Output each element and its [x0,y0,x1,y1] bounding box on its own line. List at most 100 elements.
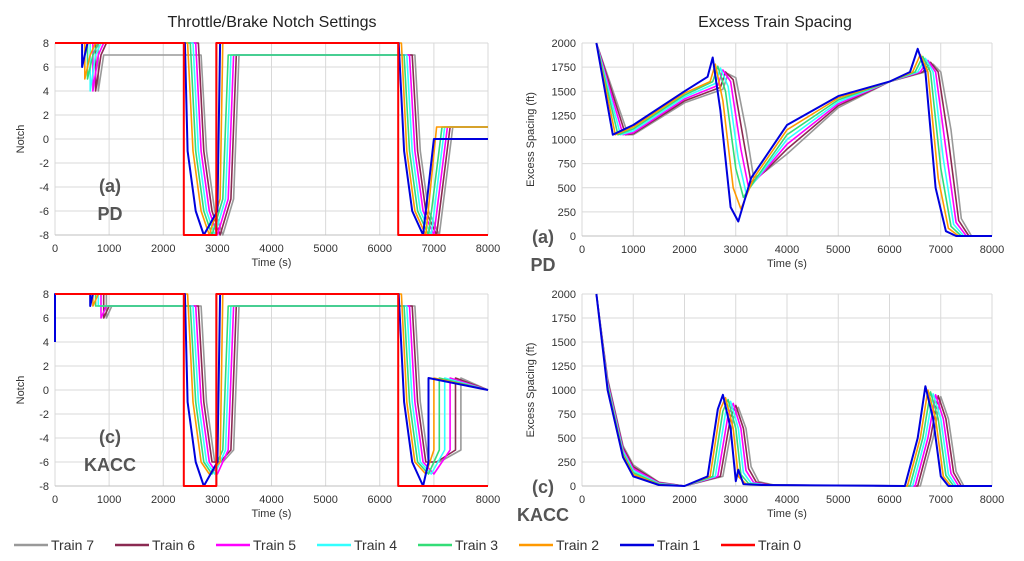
x-axis-label: Time (s) [767,258,807,270]
y-tick-label: 6 [43,62,49,74]
x-tick-label: 1000 [621,244,645,256]
y-tick-label: 1500 [552,337,576,349]
legend-item: Train 7 [14,537,94,553]
y-tick-label: 2000 [552,38,576,50]
series-line-train-7 [595,42,992,237]
series-line-train-0 [55,42,488,236]
x-tick-label: 3000 [205,243,229,255]
series-line-train-6 [55,293,489,463]
y-tick-label: 0 [43,385,49,397]
series-line-train-1 [595,42,992,237]
series-line-train-6 [595,293,992,487]
y-tick-label: 1500 [552,86,576,98]
y-tick-label: 6 [43,313,49,325]
x-tick-label: 7000 [929,244,953,256]
series-line-train-5 [595,42,992,237]
x-tick-label: 2000 [151,243,175,255]
y-tick-label: 1250 [552,361,576,373]
y-tick-label: -8 [39,481,49,493]
y-tick-label: 500 [558,183,576,195]
notch-pd-chart: 0 1000 2000 3000 4000 5000 6000 7000 8000 -8 -6 -4 -… [15,38,500,269]
x-tick-label: 2000 [151,494,175,506]
x-tick-label: 5000 [313,494,337,506]
series-line-train-3 [595,293,992,487]
legend-item: Train 5 [216,537,296,553]
series-line-train-7 [595,293,992,487]
y-axis-label: Excess Spacing (ft) [525,92,537,187]
series-line-train-6 [55,42,488,236]
x-axis-label: Time (s) [252,257,292,269]
x-tick-label: 3000 [724,244,748,256]
series-line-train-2 [595,42,992,237]
x-tick-label: 2000 [672,244,696,256]
left-column-title: Throttle/Brake Notch Settings [168,14,377,31]
y-tick-label: 0 [570,481,576,493]
x-tick-label: 4000 [259,494,283,506]
legend-item: Train 1 [620,537,700,553]
legend-item: Train 2 [519,537,599,553]
y-tick-label: 750 [558,159,576,171]
x-tick-label: 5000 [826,494,850,506]
series-line-train-2 [595,293,992,487]
x-axis-label: Time (s) [252,508,292,520]
legend: Train 7 Train 6 Train 5 Train 4 Train 3 Train… [14,537,801,553]
spacing-pd-chart: 0 1000 2000 3000 4000 5000 6000 7000 8000 0 250 500… [525,38,1004,275]
panel-label: (a) [532,227,554,247]
x-tick-label: 7000 [422,494,446,506]
y-tick-label: 4 [43,86,49,98]
series-line-train-0 [55,293,488,487]
panel-label: (c) [99,427,121,447]
x-tick-label: 8000 [980,494,1004,506]
y-tick-label: -4 [39,433,49,445]
legend-label: Train 3 [455,537,498,553]
legend-label: Train 7 [51,537,94,553]
x-axis-label: Time (s) [767,508,807,520]
legend-label: Train 1 [657,537,700,553]
y-tick-label: -6 [39,206,49,218]
x-tick-label: 4000 [259,243,283,255]
x-tick-label: 0 [52,494,58,506]
y-tick-label: 1750 [552,313,576,325]
series-line-train-5 [55,293,489,475]
y-tick-label: -6 [39,457,49,469]
notch-kacc-chart: 0 1000 2000 3000 4000 5000 6000 7000 8000 -8 -6 -4 -… [15,289,500,520]
series-line-train-7 [55,42,488,236]
y-tick-label: -2 [39,409,49,421]
y-tick-label: 250 [558,457,576,469]
panel-label: (a) [99,176,121,196]
series-line-train-3 [595,42,992,237]
legend-label: Train 2 [556,537,599,553]
x-tick-label: 4000 [775,244,799,256]
x-tick-label: 7000 [929,494,953,506]
y-axis-label: Notch [15,376,27,405]
y-tick-label: 2000 [552,289,576,301]
y-tick-label: 1250 [552,110,576,122]
y-tick-label: 750 [558,409,576,421]
x-tick-label: 3000 [205,494,229,506]
y-tick-label: 1000 [552,385,576,397]
y-tick-label: 1000 [552,135,576,147]
series-line-train-3 [55,293,489,475]
x-tick-label: 7000 [422,243,446,255]
y-tick-label: 1750 [552,62,576,74]
series-line-train-7 [55,293,489,463]
legend-label: Train 6 [152,537,195,553]
y-tick-label: 2 [43,361,49,373]
panel-label: (c) [532,477,554,497]
series-line-train-4 [595,293,992,487]
x-tick-label: 1000 [97,494,121,506]
x-tick-label: 6000 [368,494,392,506]
series-line-train-5 [595,293,992,487]
y-tick-label: 0 [570,231,576,243]
legend-item: Train 4 [317,537,397,553]
x-tick-label: 2000 [672,494,696,506]
y-axis-label: Notch [15,125,27,154]
y-tick-label: 2 [43,110,49,122]
spacing-kacc-chart: 0 1000 2000 3000 4000 5000 6000 7000 8000 0 250 500… [517,289,1004,525]
x-tick-label: 5000 [826,244,850,256]
y-tick-label: 0 [43,134,49,146]
legend-label: Train 4 [354,537,397,553]
x-tick-label: 0 [579,244,585,256]
x-tick-label: 1000 [97,243,121,255]
